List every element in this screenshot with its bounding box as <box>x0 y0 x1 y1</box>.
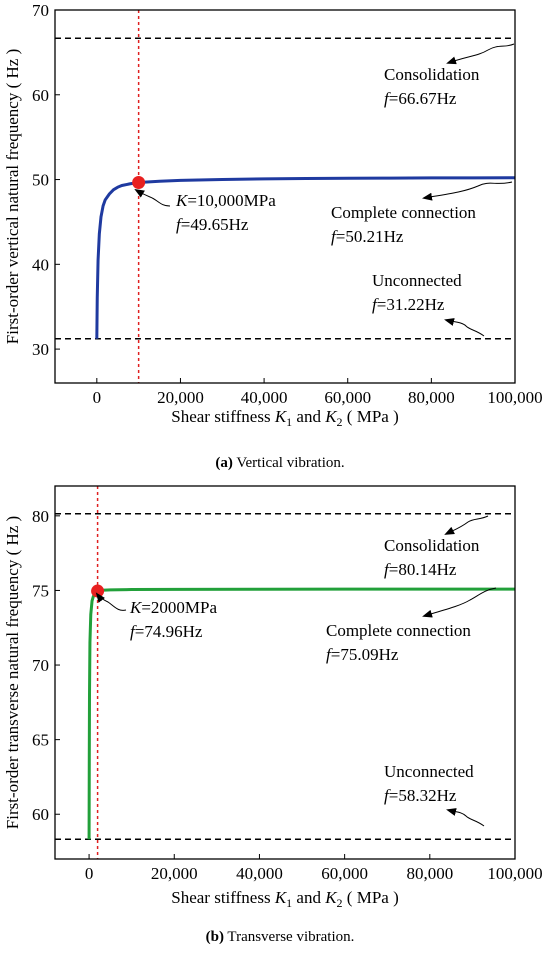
y-tick-label: 70 <box>32 1 49 20</box>
x-axis-label-var-k2: K <box>324 888 338 907</box>
annotation-point-f: f=49.65Hz <box>176 215 249 234</box>
y-tick-label: 65 <box>32 731 49 750</box>
annotation-arrow <box>95 592 127 611</box>
annotation-unconnected-value: f=31.22Hz <box>372 295 445 314</box>
x-tick-label: 80,000 <box>408 388 455 407</box>
annotation-complete-connection: Complete connection <box>326 621 471 640</box>
annotation-arrow <box>422 181 513 201</box>
x-axis-label-var-k1: K <box>274 407 288 426</box>
annotation-consolidation-value: f=66.67Hz <box>384 89 457 108</box>
y-tick-label: 80 <box>32 507 49 526</box>
annotation-arrow <box>134 188 171 207</box>
x-axis-label: Shear stiffness K1 and K2 ( MPa ) <box>171 888 399 910</box>
annotation-consolidation-value: f=80.14Hz <box>384 560 457 579</box>
x-axis-label-sub-1: 1 <box>286 415 292 429</box>
annotation-complete-connection-value: f=50.21Hz <box>331 227 404 246</box>
y-tick-label: 70 <box>32 656 49 675</box>
x-tick-label: 60,000 <box>324 388 371 407</box>
annotation-consolidation: Consolidation <box>384 536 480 555</box>
annotation-unconnected: Unconnected <box>384 762 474 781</box>
x-tick-label: 40,000 <box>241 388 288 407</box>
x-tick-label: 0 <box>85 864 94 883</box>
annotation-complete-connection-value: f=75.09Hz <box>326 645 399 664</box>
x-tick-label: 100,000 <box>487 388 542 407</box>
y-tick-label: 60 <box>32 805 49 824</box>
y-tick-label: 60 <box>32 86 49 105</box>
chart-vertical-vibration: 0 20,000 40,000 60,000 80,000 100,000 30 40 50 60… <box>3 1 543 471</box>
plot-frame <box>54 485 516 860</box>
x-axis-label-sub-1: 1 <box>286 896 292 910</box>
annotation-arrow <box>444 318 485 337</box>
caption-b: (b) Transverse vibration. <box>206 929 355 945</box>
x-axis-label-sub-2: 2 <box>337 896 343 910</box>
annotation-arrow <box>422 587 497 618</box>
y-tick-label: 40 <box>32 255 49 274</box>
annotation-point-k: K=10,000MPa <box>175 191 276 210</box>
highlight-point <box>91 584 105 598</box>
x-tick-label: 20,000 <box>151 864 198 883</box>
annotation-complete-connection: Complete connection <box>331 203 476 222</box>
x-axis-label-part: Shear stiffness <box>171 888 275 907</box>
x-tick-label: 40,000 <box>236 864 283 883</box>
x-axis-label-var-k2: K <box>324 407 338 426</box>
x-axis-label-part: and <box>292 407 325 426</box>
annotation-arrow <box>444 515 489 535</box>
y-axis-label: First-order vertical natural frequency (… <box>3 49 22 344</box>
y-tick-label: 50 <box>32 171 49 190</box>
y-axis-label: First-order transverse natural frequency… <box>3 516 22 829</box>
x-tick-label: 60,000 <box>321 864 368 883</box>
x-tick-label: 20,000 <box>157 388 204 407</box>
x-axis-label-var-k1: K <box>274 888 288 907</box>
x-axis-label: Shear stiffness K1 and K2 ( MPa ) <box>171 407 399 429</box>
x-axis-label-part: Shear stiffness <box>171 407 275 426</box>
annotation-consolidation: Consolidation <box>384 65 480 84</box>
annotation-unconnected-value: f=58.32Hz <box>384 786 457 805</box>
annotation-arrow <box>446 808 485 827</box>
x-axis-label-part: ( MPa ) <box>343 888 399 907</box>
caption-a: (a) Vertical vibration. <box>215 455 344 471</box>
highlight-point <box>132 176 146 190</box>
annotation-arrow <box>446 43 515 65</box>
x-tick-label: 100,000 <box>487 864 542 883</box>
y-tick-label: 30 <box>32 340 49 359</box>
x-axis-label-sub-2: 2 <box>337 415 343 429</box>
x-axis-label-part: and <box>292 888 325 907</box>
plot-frame <box>54 9 516 384</box>
annotation-point-k: K=2000MPa <box>129 598 218 617</box>
chart-transverse-vibration: 0 20,000 40,000 60,000 80,000 100,000 60 65 70 75… <box>3 485 543 945</box>
x-tick-label: 0 <box>93 388 102 407</box>
x-tick-label: 80,000 <box>406 864 453 883</box>
annotation-unconnected: Unconnected <box>372 271 462 290</box>
annotation-point-f: f=74.96Hz <box>130 622 203 641</box>
y-tick-label: 75 <box>32 581 49 600</box>
x-axis-label-part: ( MPa ) <box>343 407 399 426</box>
frequency-curve <box>95 176 516 339</box>
